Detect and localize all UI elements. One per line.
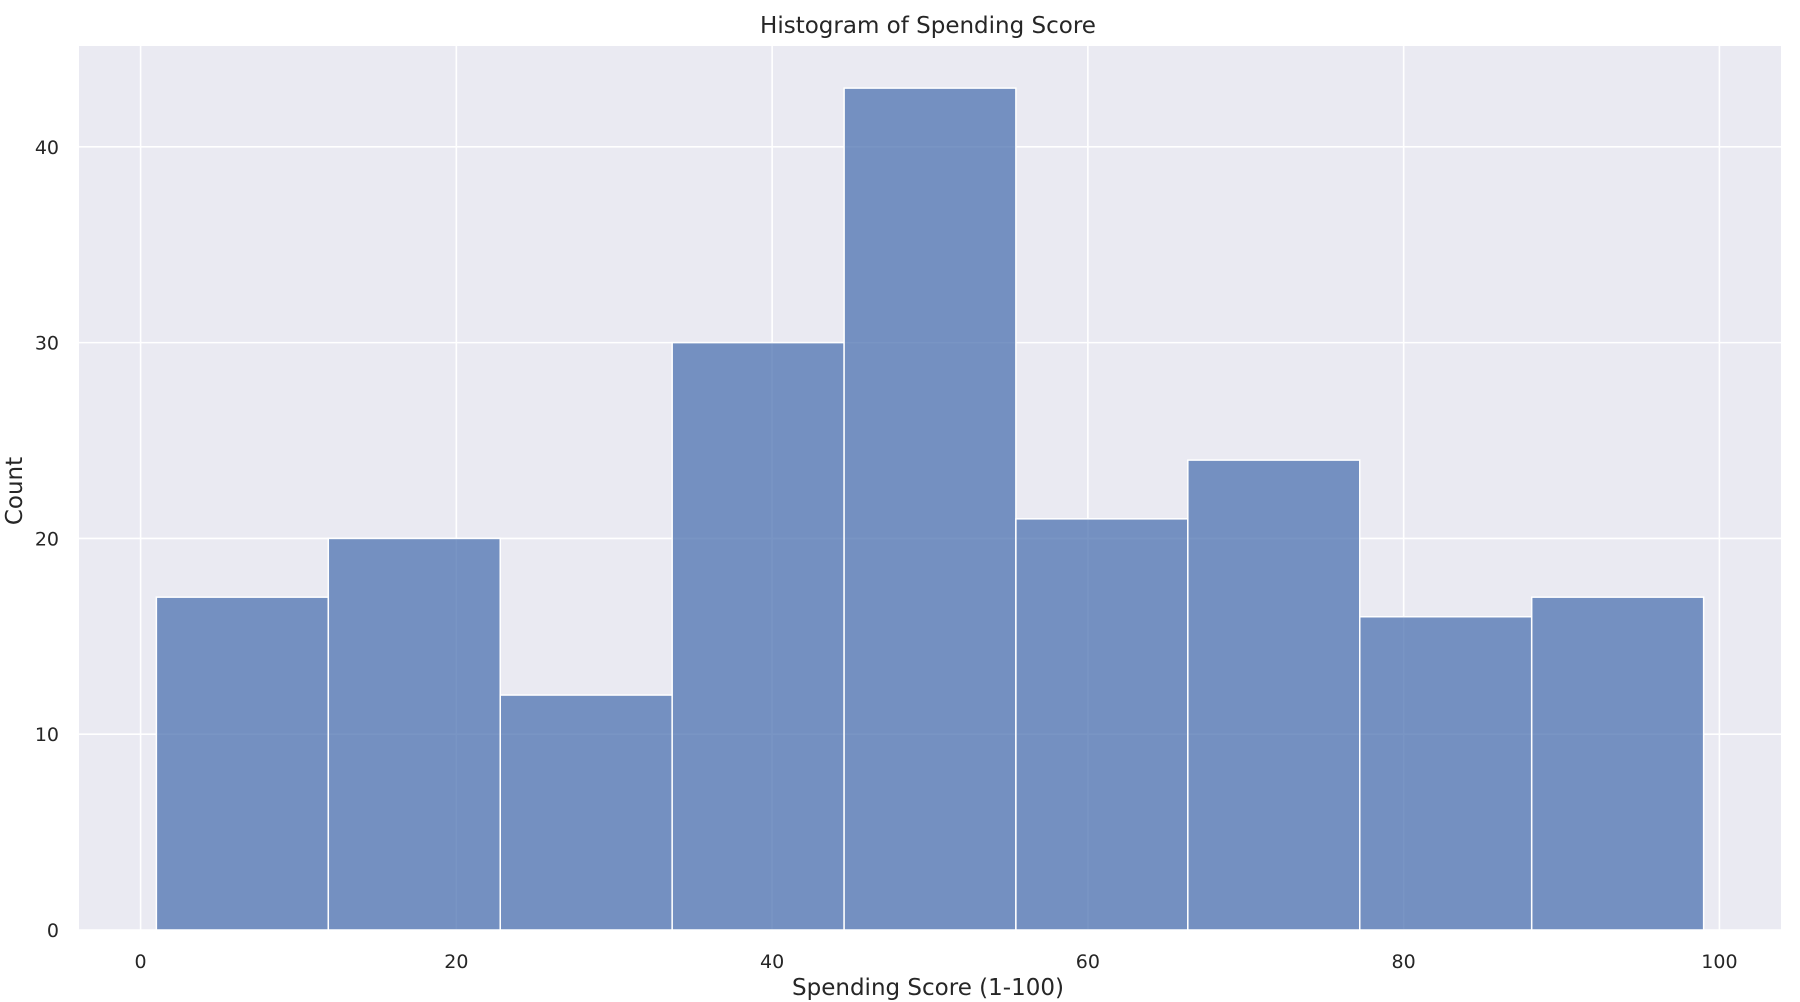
histogram-bar bbox=[671, 341, 845, 931]
histogram-bar bbox=[327, 537, 501, 931]
y-tick-label: 30 bbox=[35, 333, 59, 355]
x-tick-labels: 0 20 40 60 80 100 bbox=[135, 951, 1738, 973]
y-tick-labels: 0 10 20 30 40 bbox=[35, 137, 59, 942]
x-tick-label: 60 bbox=[1076, 951, 1100, 973]
histogram-bar bbox=[843, 87, 1017, 931]
chart-title: Histogram of Spending Score bbox=[760, 13, 1096, 39]
histogram-bar bbox=[155, 596, 330, 931]
x-tick-label: 20 bbox=[444, 951, 468, 973]
histogram-bar bbox=[1359, 615, 1533, 931]
histogram-bar bbox=[499, 694, 673, 931]
x-axis-label: Spending Score (1-100) bbox=[792, 975, 1064, 1001]
y-tick-label: 40 bbox=[35, 137, 59, 159]
y-tick-label: 20 bbox=[35, 528, 59, 550]
x-tick-label: 0 bbox=[135, 951, 147, 973]
y-axis-label: Count bbox=[2, 457, 28, 525]
histogram-bar bbox=[1530, 596, 1705, 931]
y-tick-label: 0 bbox=[47, 920, 59, 942]
y-tick-label: 10 bbox=[35, 724, 59, 746]
histogram-bar bbox=[1015, 518, 1189, 931]
histogram-bar bbox=[1187, 459, 1361, 931]
x-tick-label: 100 bbox=[1701, 951, 1737, 973]
x-tick-label: 80 bbox=[1392, 951, 1416, 973]
histogram-bars bbox=[155, 87, 1705, 931]
x-tick-label: 40 bbox=[760, 951, 784, 973]
